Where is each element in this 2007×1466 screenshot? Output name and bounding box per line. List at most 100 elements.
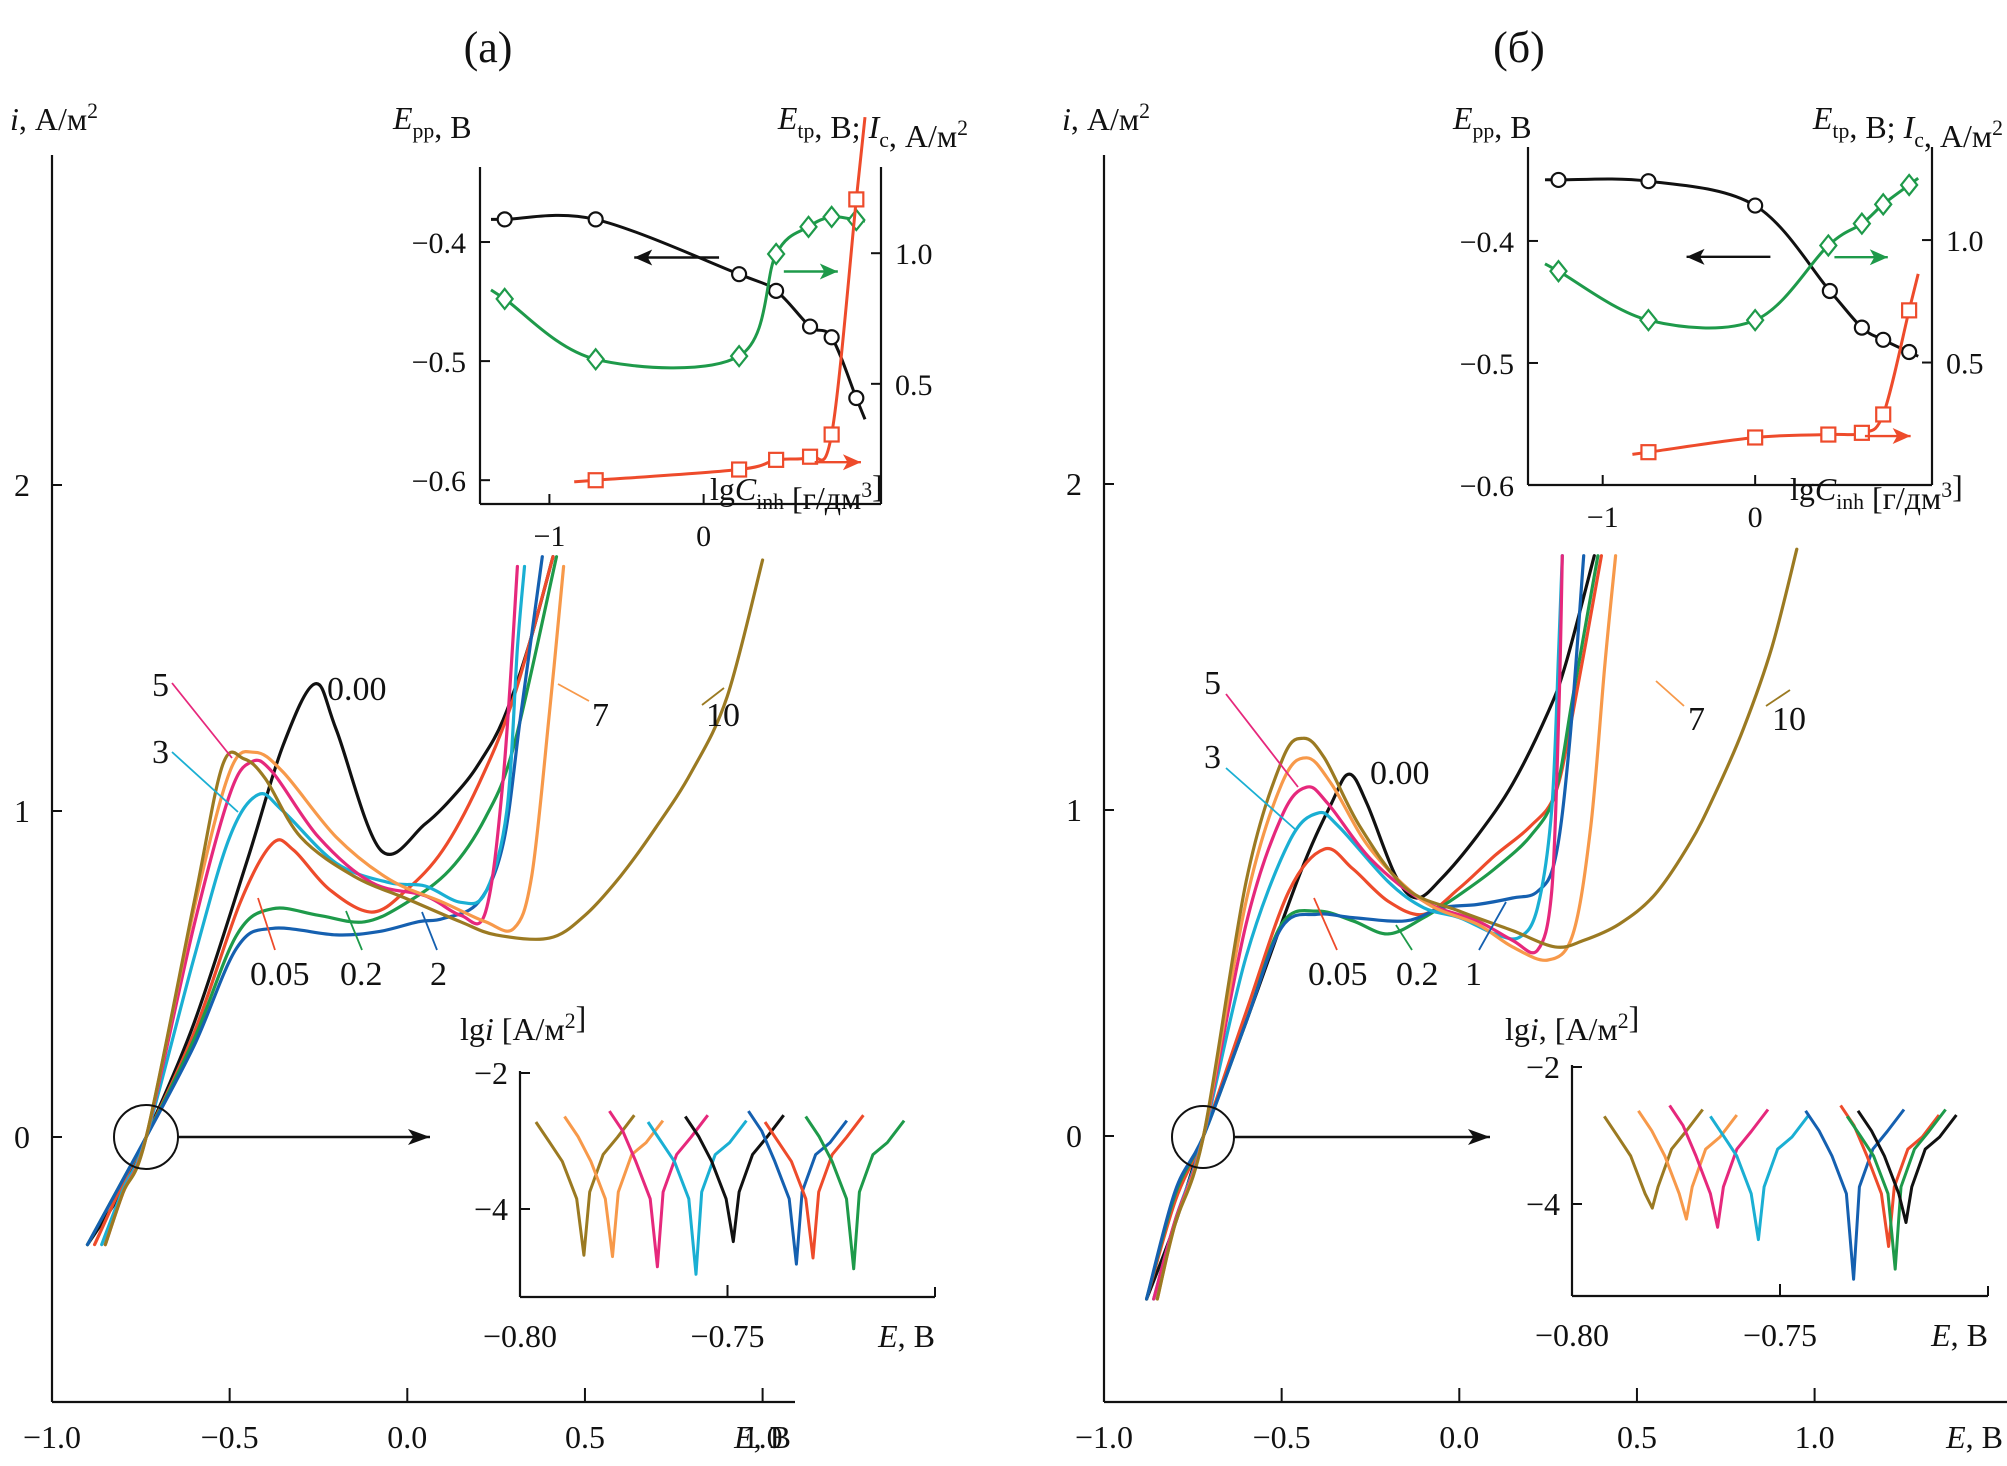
curve-label: 0.2 — [340, 956, 383, 993]
tafel-curve — [747, 1110, 848, 1266]
tafel-curve — [563, 1115, 665, 1259]
leader-line — [1313, 897, 1338, 951]
panel-title: (б) — [1493, 23, 1545, 72]
x-tick-label: 0.0 — [1439, 1419, 1479, 1455]
diamond-marker — [766, 242, 786, 266]
x-tick-label: 0.5 — [1617, 1419, 1657, 1455]
series-line-2 — [85, 555, 544, 1247]
tafel-curve — [1709, 1114, 1810, 1242]
diamond-marker — [1818, 233, 1838, 258]
circle-marker — [768, 282, 785, 299]
leader-line — [1765, 689, 1791, 707]
main-axes: −1.0 −0.5 0.0 0.5 1.0 0 1 2 i, А/м2 E, В — [10, 99, 795, 1455]
x-axis-title: E, В — [733, 1419, 791, 1455]
curve-label: 0.00 — [327, 671, 387, 708]
inset2-y-tick-label: −2 — [1526, 1049, 1560, 1085]
circle-marker — [1550, 171, 1567, 189]
inset2-y-tick-label: −2 — [474, 1055, 508, 1091]
x-tick-label: 1.0 — [1795, 1419, 1835, 1455]
panel-b: (б) −1.0 −0.5 0.0 0.5 1.0 0 1 2 i, А/м2 E, В 0.00 5 3… — [1062, 23, 2007, 1455]
arrow-head — [408, 1129, 430, 1145]
leader-line — [171, 751, 239, 813]
circle-marker — [1747, 197, 1764, 214]
circle-marker — [823, 329, 840, 346]
arrow-right-etp — [1834, 249, 1888, 266]
inset-y-right-label: 0.5 — [895, 369, 933, 402]
inset2-y-tick-label: −4 — [1526, 1186, 1560, 1222]
circle-marker — [801, 318, 819, 335]
main-curves — [1145, 547, 1799, 1301]
curve-label: 5 — [1204, 665, 1221, 702]
x-tick-label: −0.5 — [1253, 1419, 1311, 1455]
inset-series-I_c — [574, 116, 867, 489]
curve-label: 2 — [430, 956, 447, 993]
curve-label: 0.05 — [250, 956, 310, 993]
square-marker — [801, 448, 819, 465]
inset-y-right-label: 0.5 — [1946, 348, 1984, 381]
inset-x-tick-label: 0 — [696, 520, 711, 553]
inset-left-axis-title: Epp, В — [392, 100, 472, 145]
curve-label: 10 — [1772, 701, 1806, 738]
square-marker — [1853, 424, 1870, 441]
arrow-head — [1869, 249, 1888, 266]
inset-x-tick-label: −1 — [533, 520, 565, 553]
circle-marker — [1875, 331, 1892, 348]
circle-marker — [1640, 173, 1657, 190]
inset-series-E_pp — [490, 211, 867, 420]
arrow-left-epp — [1686, 248, 1771, 265]
inset-series-E_tp — [490, 205, 866, 372]
square-marker — [1875, 406, 1892, 423]
square-marker — [823, 426, 840, 443]
inset-series-line — [1632, 273, 1920, 456]
tafel-curve — [1637, 1109, 1738, 1221]
inset-y-left-label: −0.6 — [412, 465, 466, 498]
tafel-curve — [804, 1115, 906, 1271]
curve-label: 7 — [1688, 701, 1705, 738]
inset2-x-tick-label: −0.80 — [1535, 1317, 1609, 1353]
series-line-0.2 — [85, 555, 559, 1247]
series-line-3 — [100, 564, 527, 1247]
curve-label: 3 — [152, 734, 169, 771]
tafel-curve — [1668, 1104, 1770, 1229]
zoom-arrow — [178, 1129, 430, 1145]
diamond-marker — [1549, 259, 1568, 283]
series-line-0.05 — [93, 555, 555, 1247]
y-tick-label: 0 — [14, 1119, 30, 1155]
tafel-curve — [608, 1110, 709, 1269]
leader-line — [1478, 901, 1507, 951]
x-axis-title: E, В — [1945, 1419, 2003, 1455]
y-tick-label: 2 — [1066, 466, 1082, 502]
arrow-head — [1686, 248, 1705, 265]
leader-line — [1225, 767, 1297, 831]
circle-marker — [1853, 319, 1870, 336]
curve-labels: 0.00 5 3 7 10 0.05 0.2 1 — [1204, 665, 1806, 993]
square-marker — [1640, 444, 1657, 461]
inset-top: −1 0 −0.4 −0.5 −0.6 1.0 0.5 Epp, В Etp, В; Ic, А… — [1452, 100, 2003, 534]
main-axes: −1.0 −0.5 0.0 0.5 1.0 0 1 2 i, А/м2 E, В — [1062, 99, 2007, 1455]
square-marker — [1901, 302, 1918, 319]
circle-marker — [1821, 282, 1838, 300]
circle-marker — [587, 211, 604, 228]
diamond-marker — [799, 215, 818, 239]
leader-line — [345, 910, 363, 951]
x-tick-label: 1.0 — [743, 1419, 783, 1455]
curve-label: 3 — [1204, 739, 1221, 776]
inset2-x-axis-title: E, В — [877, 1318, 935, 1354]
leader-line — [701, 687, 725, 706]
inset-series-line — [490, 215, 866, 370]
curve-label: 10 — [706, 697, 740, 734]
zoom-arrow — [1234, 1129, 1490, 1145]
inset-series-line — [1544, 177, 1919, 358]
inset-bottom: −0.80 −0.75 E, В −2 −4 lgi [А/м2] — [460, 999, 936, 1354]
arrow-head — [1892, 428, 1911, 445]
tafel-curve — [763, 1114, 865, 1260]
inset-series-line — [490, 213, 867, 420]
diamond-marker — [822, 205, 842, 229]
leader-line — [257, 897, 276, 951]
inset-right-axis-title: Etp, В; Ic, А/м2 — [777, 100, 968, 154]
inset-x-tick-label: −1 — [1587, 501, 1619, 534]
curve-labels: 0.00 5 3 7 10 0.05 0.2 2 — [152, 667, 740, 993]
leader-line — [1225, 693, 1299, 788]
x-tick-label: −1.0 — [1075, 1419, 1133, 1455]
